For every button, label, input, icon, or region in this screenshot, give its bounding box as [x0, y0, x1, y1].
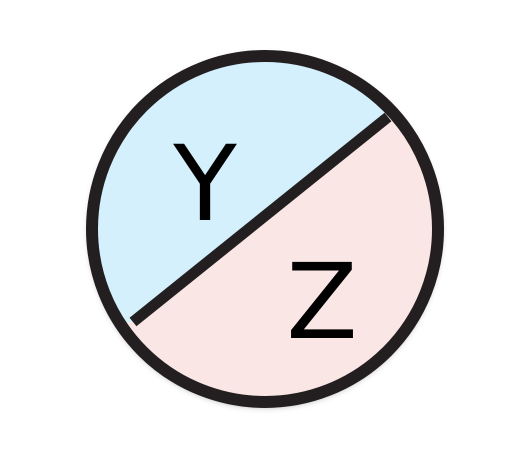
top-region-label: Y: [172, 123, 237, 245]
circle-outline: [86, 50, 444, 408]
bottom-region-label: Z: [286, 241, 357, 363]
divider-line: [129, 112, 392, 327]
